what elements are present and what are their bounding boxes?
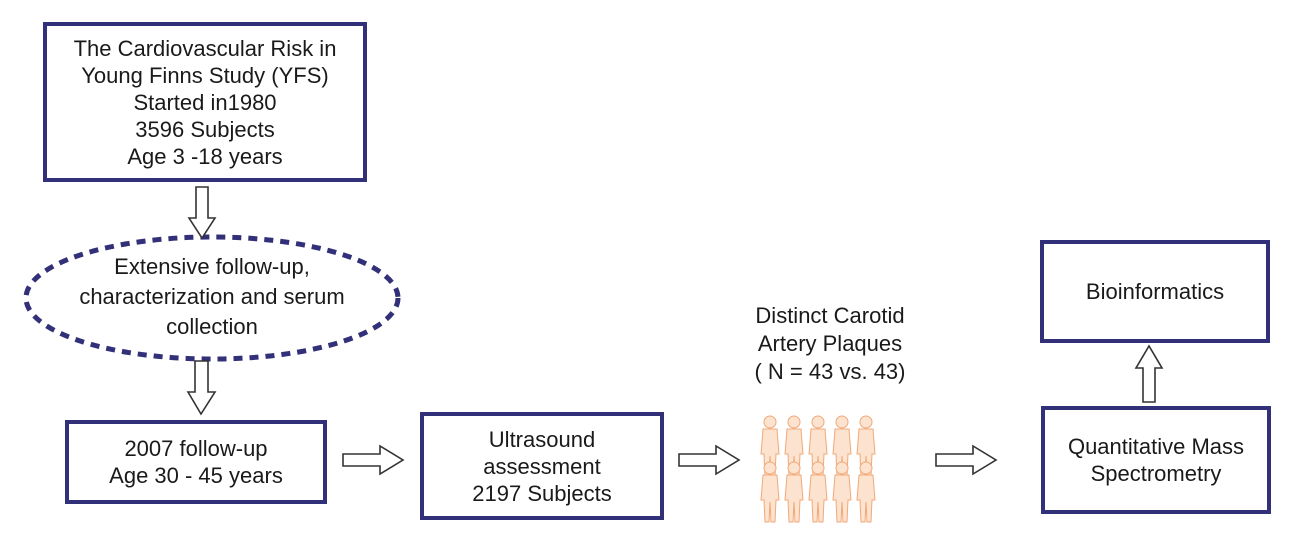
ultrasound-line-1: Ultrasound xyxy=(488,426,596,452)
yfs-line-3: Started in1980 xyxy=(133,89,277,115)
ellipse-line-1: Extensive follow-up, xyxy=(114,254,310,279)
plaques-line-3: ( N = 43 vs. 43) xyxy=(754,359,906,384)
yfs-line-1: The Cardiovascular Risk in xyxy=(73,35,337,61)
yfs-line-2: Young Finns Study (YFS) xyxy=(81,62,329,88)
followup-ellipse-shape xyxy=(23,234,401,362)
ultrasound-box: Ultrasound assessment 2197 Subjects xyxy=(420,412,664,520)
plaques-line-2: Artery Plaques xyxy=(757,331,903,356)
arrow-down-2 xyxy=(186,360,217,416)
ultrasound-line-2: assessment xyxy=(483,453,601,479)
yfs-line-5: Age 3 -18 years xyxy=(127,143,283,169)
followup-ellipse-text: Extensive follow-up, characterization an… xyxy=(32,252,392,342)
arrow-right-3 xyxy=(935,444,998,476)
yfs-study-box: The Cardiovascular Risk in Young Finns S… xyxy=(43,22,367,182)
mass-spec-line-1: Quantitative Mass xyxy=(1067,434,1245,459)
mass-spec-line-2: Spectrometry xyxy=(1090,461,1222,486)
followup-2007-line-1: 2007 follow-up xyxy=(124,436,268,461)
arrow-up-1 xyxy=(1134,344,1164,403)
ellipse-line-3: collection xyxy=(166,314,258,339)
people-group-icon xyxy=(760,415,876,523)
ultrasound-line-3: 2197 Subjects xyxy=(472,480,612,506)
plaques-label: Distinct Carotid Artery Plaques ( N = 43… xyxy=(730,302,930,386)
arrow-right-2 xyxy=(678,444,741,476)
followup-2007-line-2: Age 30 - 45 years xyxy=(109,463,283,488)
ellipse-line-2: characterization and serum xyxy=(79,284,345,309)
mass-spec-box: Quantitative Mass Spectrometry xyxy=(1041,406,1271,514)
followup-2007-box: 2007 follow-up Age 30 - 45 years xyxy=(65,420,327,504)
arrow-down-1 xyxy=(187,186,217,240)
bioinformatics-line-1: Bioinformatics xyxy=(1085,279,1225,304)
plaques-line-1: Distinct Carotid xyxy=(755,303,905,328)
bioinformatics-box: Bioinformatics xyxy=(1040,240,1270,343)
arrow-right-1 xyxy=(342,444,405,476)
yfs-line-4: 3596 Subjects xyxy=(135,116,275,142)
